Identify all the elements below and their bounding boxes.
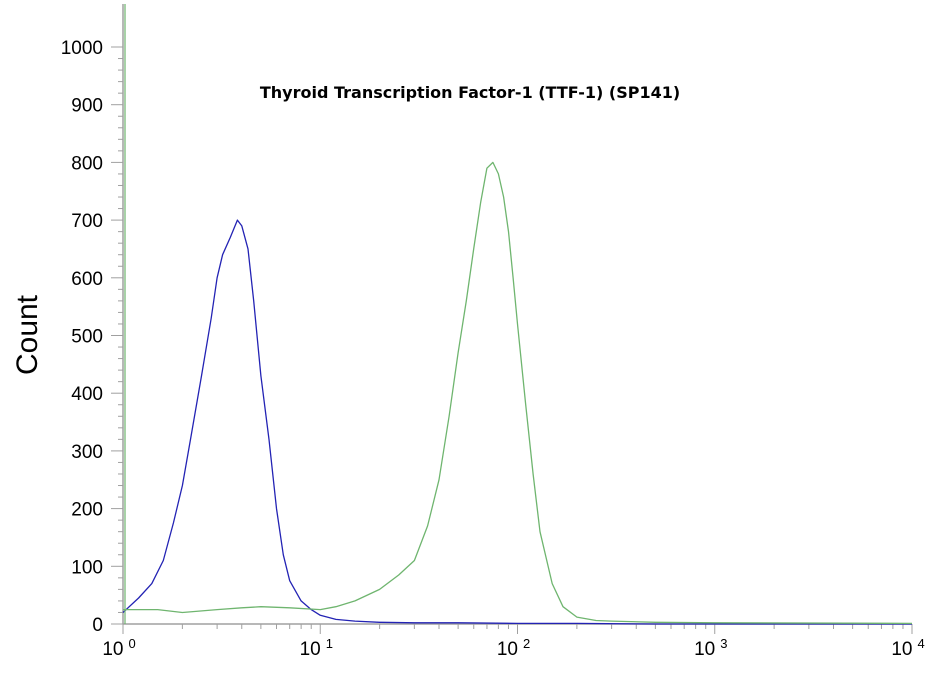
series-line-2 xyxy=(123,161,913,625)
series-line-1 xyxy=(122,219,912,625)
y-axis-label: Count xyxy=(11,294,44,375)
y-tick-label: 700 xyxy=(71,211,103,232)
y-tick-label: 400 xyxy=(71,384,103,405)
y-tick-label: 100 xyxy=(71,557,103,578)
y-tick-label: 1000 xyxy=(61,38,103,59)
y-tick-label: 200 xyxy=(71,500,103,521)
y-tick-label: 300 xyxy=(71,442,103,463)
x-tick-label: 10 2 xyxy=(497,636,530,660)
y-tick-label: 500 xyxy=(71,327,103,348)
x-tick-label: 10 0 xyxy=(102,636,135,660)
x-tick-label: 10 3 xyxy=(694,636,727,660)
x-tick-label: 10 1 xyxy=(300,636,333,660)
y-tick-label: 600 xyxy=(71,269,103,290)
y-tick-label: 900 xyxy=(71,96,103,117)
y-tick-label: 0 xyxy=(92,615,103,636)
x-tick-label: 10 4 xyxy=(891,636,924,660)
y-tick-label: 800 xyxy=(71,153,103,174)
chart-title: Thyroid Transcription Factor-1 (TTF-1) (… xyxy=(260,83,680,102)
